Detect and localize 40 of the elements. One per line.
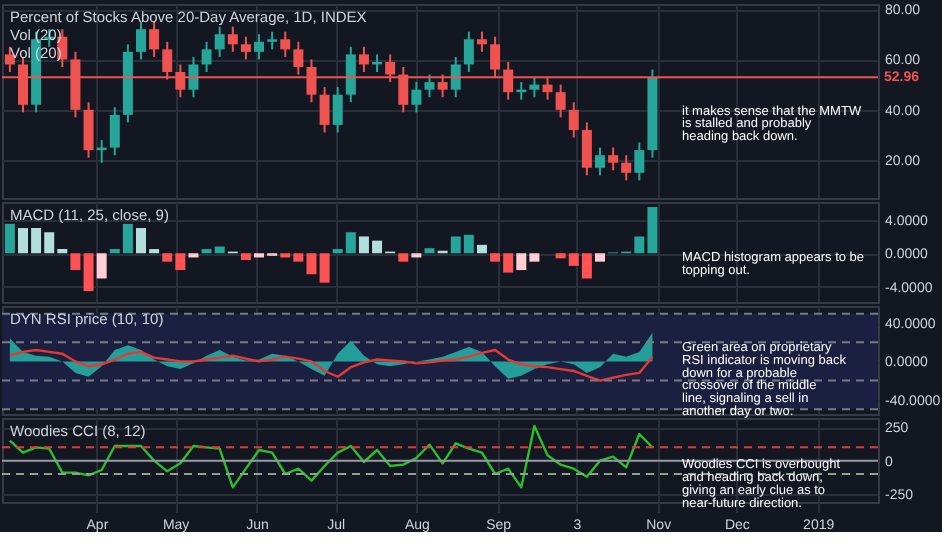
candlestick — [634, 141, 645, 182]
candlestick — [227, 25, 238, 53]
line-series — [8, 424, 654, 489]
candlestick — [608, 146, 619, 172]
candlestick — [529, 76, 540, 99]
bar — [96, 253, 107, 279]
candlestick — [463, 30, 474, 74]
candlestick — [280, 30, 291, 58]
bar — [476, 244, 487, 254]
candlestick — [411, 81, 422, 114]
line-series — [8, 348, 654, 382]
candlestick — [621, 154, 632, 182]
candlestick — [450, 55, 461, 99]
candlestick — [332, 86, 343, 134]
bar — [398, 253, 409, 262]
bar — [240, 253, 251, 260]
bar — [83, 253, 94, 292]
candlestick — [476, 30, 487, 53]
bar — [594, 253, 605, 262]
candlestick — [345, 45, 356, 104]
candlestick — [424, 73, 435, 99]
candlestick — [568, 101, 579, 139]
bar — [70, 253, 81, 271]
candlestick — [136, 20, 147, 61]
candlestick — [358, 45, 369, 74]
candlestick — [83, 101, 94, 159]
candlestick — [201, 40, 212, 74]
bar — [4, 223, 15, 254]
bar — [424, 248, 435, 254]
candlestick — [555, 83, 566, 119]
candlestick — [254, 33, 265, 61]
candlestick — [214, 25, 225, 58]
candlestick — [109, 106, 120, 157]
candlestick — [319, 86, 330, 134]
candlestick — [594, 146, 605, 177]
candlestick — [149, 20, 160, 58]
candlestick — [188, 55, 199, 99]
bar — [319, 253, 330, 283]
candlestick — [240, 35, 251, 61]
candlestick — [581, 121, 592, 177]
